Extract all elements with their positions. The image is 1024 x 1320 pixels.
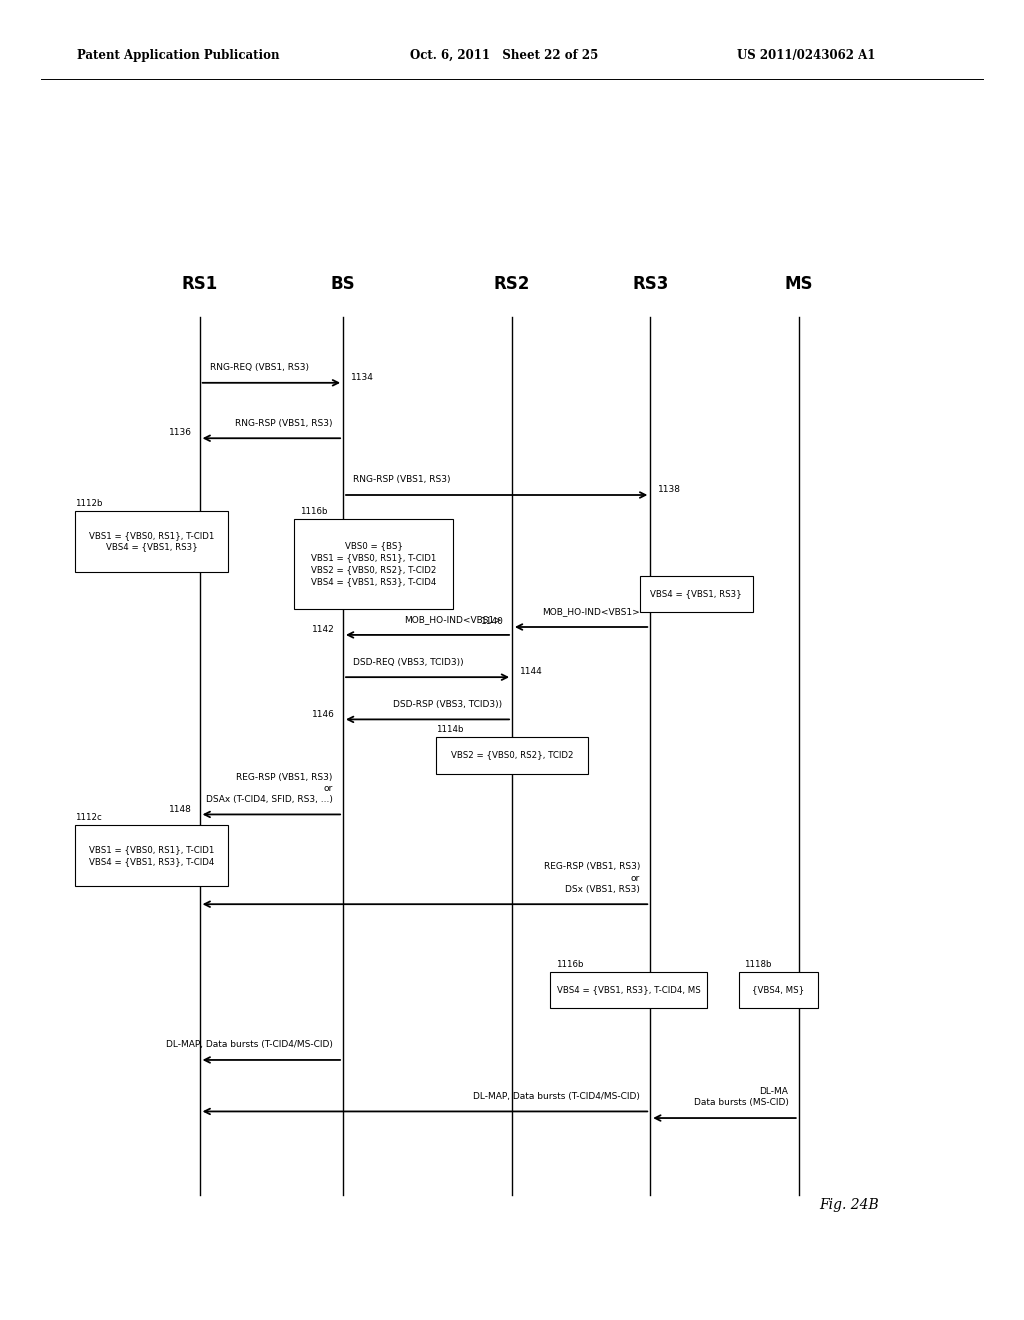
Text: VBS1 = {VBS0, RS1}, T-CID1
VBS4 = {VBS1, RS3}: VBS1 = {VBS0, RS1}, T-CID1 VBS4 = {VBS1,… xyxy=(89,531,214,552)
Text: VBS4 = {VBS1, RS3}: VBS4 = {VBS1, RS3} xyxy=(650,590,742,598)
Text: REG-RSP (VBS1, RS3)
or
DSx (VBS1, RS3): REG-RSP (VBS1, RS3) or DSx (VBS1, RS3) xyxy=(544,862,640,894)
Text: 1144: 1144 xyxy=(520,668,543,676)
Text: 1138: 1138 xyxy=(658,486,681,494)
Text: RS3: RS3 xyxy=(632,275,669,293)
Text: RS1: RS1 xyxy=(181,275,218,293)
Text: 1118b: 1118b xyxy=(743,960,771,969)
Text: VBS4 = {VBS1, RS3}, T-CID4, MS: VBS4 = {VBS1, RS3}, T-CID4, MS xyxy=(557,986,700,994)
Text: DL-MA
Data bursts (MS-CID): DL-MA Data bursts (MS-CID) xyxy=(693,1088,788,1107)
Bar xyxy=(75,825,228,886)
Text: {VBS4, MS}: {VBS4, MS} xyxy=(752,986,805,994)
Text: 1112c: 1112c xyxy=(75,813,101,822)
Text: DL-MAP, Data bursts (T-CID4/MS-CID): DL-MAP, Data bursts (T-CID4/MS-CID) xyxy=(166,1040,333,1049)
Text: VBS0 = {BS}
VBS1 = {VBS0, RS1}, T-CID1
VBS2 = {VBS0, RS2}, T-CID2
VBS4 = {VBS1, : VBS0 = {BS} VBS1 = {VBS0, RS1}, T-CID1 V… xyxy=(311,541,436,586)
Text: REG-RSP (VBS1, RS3)
or
DSAx (T-CID4, SFID, RS3, ...): REG-RSP (VBS1, RS3) or DSAx (T-CID4, SFI… xyxy=(206,772,333,804)
Text: 1114b: 1114b xyxy=(436,725,464,734)
Text: Patent Application Publication: Patent Application Publication xyxy=(77,49,280,62)
Text: DSD-RSP (VBS3, TCID3)): DSD-RSP (VBS3, TCID3)) xyxy=(392,700,502,709)
Bar xyxy=(75,511,228,572)
Text: BS: BS xyxy=(331,275,355,293)
Bar xyxy=(295,519,453,609)
Text: RNG-RSP (VBS1, RS3): RNG-RSP (VBS1, RS3) xyxy=(353,475,451,484)
Text: RNG-RSP (VBS1, RS3): RNG-RSP (VBS1, RS3) xyxy=(236,418,333,428)
Text: MS: MS xyxy=(784,275,813,293)
Bar xyxy=(436,737,588,774)
Text: 1134: 1134 xyxy=(351,374,374,381)
Text: VBS1 = {VBS0, RS1}, T-CID1
VBS4 = {VBS1, RS3}, T-CID4: VBS1 = {VBS0, RS1}, T-CID1 VBS4 = {VBS1,… xyxy=(89,845,214,866)
Bar xyxy=(551,972,707,1008)
Text: 1116b: 1116b xyxy=(555,960,583,969)
Text: Oct. 6, 2011   Sheet 22 of 25: Oct. 6, 2011 Sheet 22 of 25 xyxy=(410,49,598,62)
Text: 1148: 1148 xyxy=(169,805,191,813)
Text: 1116b: 1116b xyxy=(299,507,327,516)
Text: 1112b: 1112b xyxy=(75,499,102,508)
Text: 1142: 1142 xyxy=(312,626,335,634)
Text: DSD-REQ (VBS3, TCID3)): DSD-REQ (VBS3, TCID3)) xyxy=(353,657,464,667)
Text: US 2011/0243062 A1: US 2011/0243062 A1 xyxy=(737,49,876,62)
Text: RNG-REQ (VBS1, RS3): RNG-REQ (VBS1, RS3) xyxy=(210,363,309,372)
Text: RS2: RS2 xyxy=(494,275,530,293)
Text: VBS2 = {VBS0, RS2}, TCID2: VBS2 = {VBS0, RS2}, TCID2 xyxy=(451,751,573,759)
Bar xyxy=(640,576,753,612)
Text: DL-MAP, Data bursts (T-CID4/MS-CID): DL-MAP, Data bursts (T-CID4/MS-CID) xyxy=(473,1092,640,1101)
Text: 1136: 1136 xyxy=(169,429,191,437)
Text: Fig. 24B: Fig. 24B xyxy=(819,1197,879,1212)
Text: MOB_HO-IND<VBS1>: MOB_HO-IND<VBS1> xyxy=(543,607,640,616)
Bar xyxy=(739,972,817,1008)
Text: 1146: 1146 xyxy=(312,710,335,718)
Text: 1140: 1140 xyxy=(481,618,504,626)
Text: MOB_HO-IND<VBS1>: MOB_HO-IND<VBS1> xyxy=(404,615,502,624)
